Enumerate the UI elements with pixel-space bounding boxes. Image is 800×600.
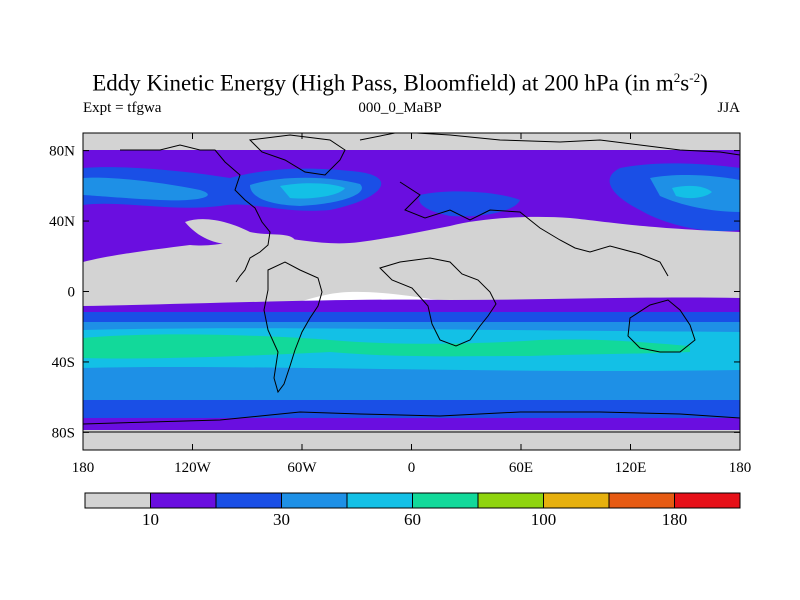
colorbar-box bbox=[215, 492, 282, 509]
antarctica-coast bbox=[83, 411, 740, 425]
colorbar-boxes bbox=[84, 492, 741, 509]
colorbar-label: 10 bbox=[142, 510, 159, 529]
case-label: 000_0_MaBP bbox=[358, 100, 442, 116]
lon-tick-label: 120W bbox=[174, 460, 212, 476]
longitude-tick-labels: 180 120W 60W 0 60E 120E 180 bbox=[72, 460, 752, 476]
colorbar-label: 180 bbox=[662, 510, 688, 529]
colorbar-label: 60 bbox=[404, 510, 421, 529]
greenland-coast bbox=[248, 134, 346, 176]
colorbar-labels: 10 30 60 100 180 bbox=[142, 510, 687, 529]
colorbar-label: 100 bbox=[531, 510, 557, 529]
north-jet-core bbox=[83, 177, 208, 201]
colorbar-box bbox=[543, 492, 610, 509]
australia-coast bbox=[627, 299, 696, 353]
south-america-coast bbox=[263, 261, 323, 394]
axis-ticks bbox=[82, 133, 741, 450]
colorbar-box bbox=[281, 492, 348, 509]
figure-title: Eddy Kinetic Energy (High Pass, Bloomfie… bbox=[92, 70, 708, 96]
colorbar-label: 30 bbox=[273, 510, 290, 529]
colorbar-box bbox=[674, 492, 741, 509]
south-purple-2 bbox=[83, 418, 740, 432]
season-label: JJA bbox=[717, 100, 740, 116]
south-cyan-lower bbox=[83, 367, 740, 392]
colorbar-box bbox=[477, 492, 544, 509]
lon-tick-label: 60E bbox=[509, 460, 533, 476]
africa-coast bbox=[379, 257, 497, 347]
colorbar-box bbox=[608, 492, 675, 509]
lon-tick-label: 60W bbox=[287, 460, 317, 476]
lon-tick-label: 120E bbox=[615, 460, 647, 476]
lat-tick-label: 40S bbox=[52, 355, 75, 371]
experiment-label: Expt = tfgwa bbox=[83, 100, 162, 116]
asia-jet-inner bbox=[672, 185, 712, 199]
lat-tick-label: 80S bbox=[52, 425, 75, 441]
n-america-gray-tongue bbox=[185, 219, 295, 247]
south-jet-green bbox=[83, 334, 690, 359]
lon-tick-label: 180 bbox=[729, 460, 752, 476]
colorbar-box bbox=[346, 492, 413, 509]
north-jet-inner bbox=[280, 183, 345, 199]
lat-tick-label: 40N bbox=[49, 214, 75, 230]
north-america-coast bbox=[120, 144, 271, 283]
colorbar-box bbox=[150, 492, 217, 509]
lon-tick-label: 180 bbox=[72, 460, 95, 476]
lat-tick-label: 0 bbox=[68, 285, 76, 301]
lon-tick-label: 0 bbox=[408, 460, 416, 476]
latitude-tick-labels: 80N 40N 0 40S 80S bbox=[49, 144, 75, 442]
colorbar-box bbox=[84, 492, 151, 509]
antarctic-gray bbox=[83, 430, 740, 450]
colorbar-box bbox=[412, 492, 479, 509]
lat-tick-label: 80N bbox=[49, 144, 75, 160]
